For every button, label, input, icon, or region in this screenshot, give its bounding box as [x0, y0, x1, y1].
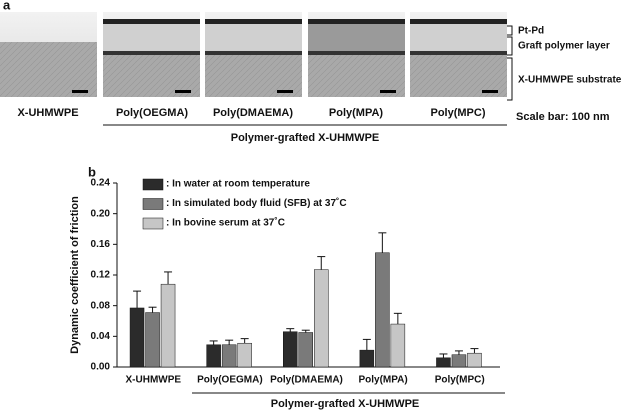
micrographs	[0, 12, 507, 97]
graft-layer	[410, 24, 507, 52]
annotation: X-UHMWPE substrate	[518, 75, 622, 86]
legend-label: : In simulated body fluid (SFB) at 37˚C	[166, 197, 347, 209]
bar	[206, 344, 221, 368]
legend-label: : In bovine serum at 37˚C	[166, 217, 285, 229]
bar	[314, 269, 329, 368]
bar	[375, 252, 390, 368]
bar	[436, 357, 451, 368]
image-label: Poly(MPC)	[431, 107, 486, 119]
x-tick-label: Poly(OEGMA)	[197, 375, 263, 386]
scale-bar	[380, 90, 396, 93]
group-label: Polymer-grafted X-UHMWPE	[231, 132, 380, 144]
pt-pd-layer	[103, 19, 200, 24]
y-tick-label: 0.20	[91, 208, 111, 219]
panel-label: b	[88, 164, 96, 179]
bar	[221, 344, 237, 368]
bar	[451, 354, 467, 368]
scale-bar	[72, 90, 88, 93]
pt-pd-layer	[308, 19, 405, 24]
legend-label: : In water at room temperature	[166, 179, 310, 190]
bar	[160, 283, 176, 368]
y-tick-label: 0.24	[91, 178, 111, 189]
annotation: Graft polymer layer	[518, 41, 610, 52]
graft-layer	[308, 24, 405, 52]
substrate-texture	[0, 42, 97, 97]
bar	[298, 332, 313, 368]
y-tick-label: 0.04	[91, 331, 111, 342]
y-tick-label: 0.08	[91, 300, 111, 311]
scale-bar	[277, 90, 293, 93]
group-label: Polymer-grafted X-UHMWPE	[271, 398, 420, 410]
bar	[145, 312, 160, 368]
pt-pd-layer	[410, 19, 507, 24]
y-tick-label: 0.16	[91, 239, 111, 250]
interface	[410, 51, 507, 55]
legend-swatch	[142, 217, 164, 230]
y-tick-label: 0.12	[91, 270, 111, 281]
interface	[308, 51, 405, 55]
scale-bar	[175, 90, 191, 93]
annotation: Pt-Pd	[518, 26, 544, 37]
bar	[467, 352, 482, 368]
panel-label: a	[3, 0, 11, 12]
x-tick-label: X-UHMWPE	[126, 375, 182, 386]
image-label: Poly(DMAEMA)	[213, 107, 293, 119]
bar	[390, 323, 406, 368]
interface	[103, 51, 200, 55]
graft-layer	[103, 24, 200, 52]
bar	[283, 331, 298, 368]
bar	[129, 307, 145, 368]
image-label: Poly(MPA)	[329, 107, 384, 119]
interface	[205, 51, 302, 55]
bar	[359, 349, 375, 368]
x-tick-label: Poly(MPA)	[358, 375, 407, 386]
legend-swatch	[142, 178, 164, 191]
x-tick-label: Poly(DMAEMA)	[270, 375, 343, 386]
legend-swatch	[142, 198, 164, 210]
scale-bar-label: Scale bar: 100 nm	[516, 111, 610, 123]
image-label: X-UHMWPE	[17, 107, 78, 119]
pt-pd-layer	[205, 19, 302, 24]
graft-layer	[205, 24, 302, 52]
y-axis-label: Dynamic coefficient of friction	[69, 196, 81, 354]
scale-bar	[482, 90, 498, 93]
brackets	[507, 25, 513, 101]
image-label: Poly(OEGMA)	[116, 107, 188, 119]
x-tick-label: Poly(MPC)	[435, 375, 485, 386]
y-tick-label: 0.00	[91, 362, 111, 373]
bar	[237, 342, 252, 368]
